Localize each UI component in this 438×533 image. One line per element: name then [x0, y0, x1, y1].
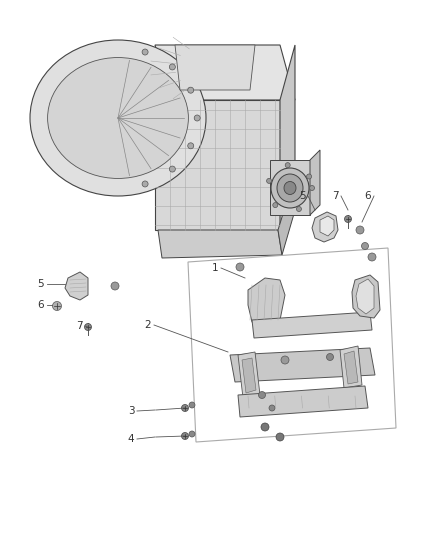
- Circle shape: [267, 179, 272, 183]
- Polygon shape: [230, 348, 375, 382]
- Circle shape: [345, 215, 352, 222]
- Circle shape: [356, 226, 364, 234]
- Text: 5: 5: [38, 279, 44, 289]
- Circle shape: [269, 405, 275, 411]
- Polygon shape: [312, 212, 338, 242]
- Text: 2: 2: [145, 320, 151, 330]
- Text: 5: 5: [299, 191, 305, 201]
- Circle shape: [310, 185, 314, 190]
- Circle shape: [188, 87, 194, 93]
- Polygon shape: [242, 358, 256, 393]
- Ellipse shape: [30, 40, 206, 196]
- Polygon shape: [280, 45, 295, 230]
- Text: 6: 6: [365, 191, 371, 201]
- Circle shape: [194, 115, 200, 121]
- Circle shape: [189, 431, 195, 437]
- Polygon shape: [310, 150, 320, 215]
- Circle shape: [181, 405, 188, 411]
- Circle shape: [285, 163, 290, 167]
- Text: 7: 7: [76, 321, 82, 331]
- Circle shape: [326, 353, 333, 360]
- Polygon shape: [155, 100, 280, 230]
- Polygon shape: [252, 312, 372, 338]
- Text: 6: 6: [38, 300, 44, 310]
- Circle shape: [170, 64, 175, 70]
- Circle shape: [53, 302, 61, 311]
- Polygon shape: [158, 230, 282, 258]
- Circle shape: [85, 324, 92, 330]
- Circle shape: [261, 423, 269, 431]
- Polygon shape: [65, 272, 88, 300]
- Circle shape: [142, 49, 148, 55]
- Polygon shape: [155, 45, 295, 100]
- Circle shape: [181, 432, 188, 440]
- Circle shape: [111, 282, 119, 290]
- Polygon shape: [175, 45, 255, 90]
- Circle shape: [189, 402, 195, 408]
- Circle shape: [368, 253, 376, 261]
- Circle shape: [258, 392, 265, 399]
- Circle shape: [188, 143, 194, 149]
- Polygon shape: [340, 346, 362, 388]
- Text: 1: 1: [212, 263, 218, 273]
- Circle shape: [297, 206, 301, 212]
- Polygon shape: [238, 352, 260, 398]
- Text: 3: 3: [128, 406, 134, 416]
- Polygon shape: [278, 175, 298, 255]
- Circle shape: [361, 243, 368, 249]
- Circle shape: [142, 181, 148, 187]
- Ellipse shape: [277, 174, 303, 202]
- Polygon shape: [270, 160, 310, 215]
- Ellipse shape: [284, 182, 296, 195]
- Polygon shape: [352, 275, 380, 318]
- Ellipse shape: [271, 168, 309, 208]
- Polygon shape: [248, 278, 285, 328]
- Circle shape: [281, 356, 289, 364]
- Text: 7: 7: [332, 191, 338, 201]
- Polygon shape: [320, 216, 334, 236]
- Polygon shape: [344, 351, 358, 384]
- Polygon shape: [238, 386, 368, 417]
- Circle shape: [307, 174, 311, 179]
- Circle shape: [276, 433, 284, 441]
- Circle shape: [273, 203, 278, 207]
- Text: 4: 4: [128, 434, 134, 444]
- Circle shape: [170, 166, 175, 172]
- Ellipse shape: [48, 58, 188, 179]
- Circle shape: [236, 263, 244, 271]
- Polygon shape: [356, 279, 374, 314]
